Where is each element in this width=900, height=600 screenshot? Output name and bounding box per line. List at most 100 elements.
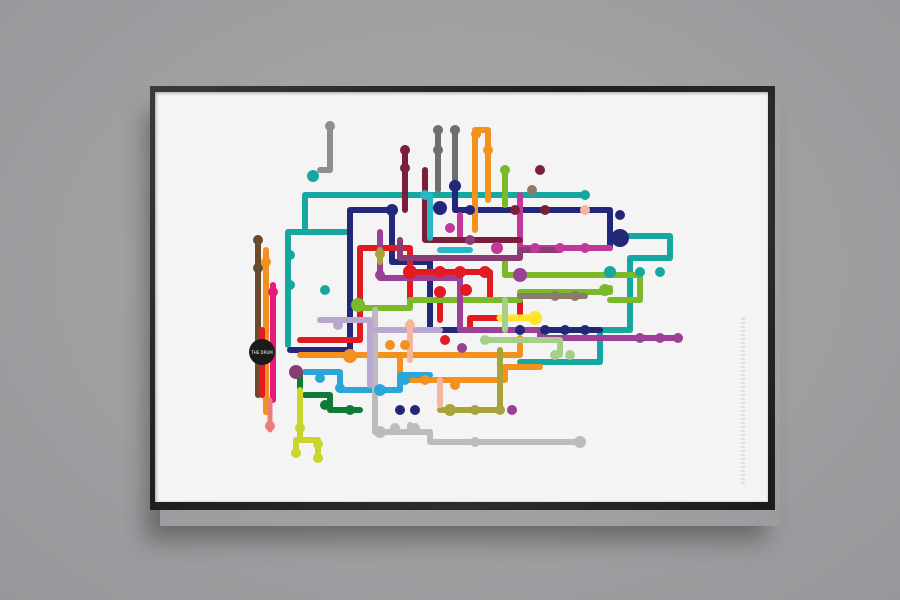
station	[528, 311, 542, 325]
station	[400, 145, 410, 155]
station	[604, 266, 616, 278]
station	[253, 235, 263, 245]
station	[460, 284, 472, 296]
station	[457, 343, 467, 353]
station	[345, 405, 355, 415]
station	[433, 201, 447, 215]
line-grey-2	[407, 422, 433, 435]
station	[295, 423, 305, 433]
station	[385, 340, 395, 350]
station	[479, 266, 491, 278]
station	[570, 291, 580, 301]
line-orange-top	[472, 127, 491, 233]
station	[465, 235, 475, 245]
station	[449, 180, 461, 192]
station	[530, 243, 540, 253]
line-cyan	[427, 192, 473, 253]
station	[313, 439, 323, 449]
station	[253, 263, 263, 273]
station	[374, 384, 386, 396]
station	[580, 205, 590, 215]
station	[386, 204, 398, 216]
station	[491, 242, 503, 254]
station	[400, 375, 410, 385]
station	[465, 205, 475, 215]
station	[450, 380, 460, 390]
station	[375, 249, 385, 259]
station	[390, 423, 400, 433]
station	[510, 205, 520, 215]
station	[335, 383, 345, 393]
station	[470, 405, 480, 415]
hub-station-label: THE DRUM	[250, 350, 273, 355]
station	[599, 284, 611, 296]
station	[580, 325, 590, 335]
station	[454, 266, 466, 278]
station	[445, 223, 455, 233]
hub-station	[249, 339, 275, 365]
station	[325, 121, 335, 131]
station	[535, 165, 545, 175]
station	[515, 325, 525, 335]
station	[285, 280, 295, 290]
station	[513, 268, 527, 282]
station	[673, 333, 683, 343]
station	[434, 266, 446, 278]
station	[291, 448, 301, 458]
station	[410, 423, 420, 433]
station	[265, 421, 275, 431]
station	[550, 291, 560, 301]
station	[565, 350, 575, 360]
station	[285, 250, 295, 260]
station	[580, 190, 590, 200]
station	[313, 453, 323, 463]
station	[471, 129, 481, 139]
station	[405, 320, 415, 330]
station	[400, 163, 410, 173]
line-lightgreen	[487, 297, 563, 358]
station	[268, 287, 278, 297]
station	[440, 335, 450, 345]
station	[527, 185, 537, 195]
station	[315, 373, 325, 383]
line-navy	[287, 207, 603, 353]
station	[470, 437, 480, 447]
station	[420, 190, 430, 200]
station	[540, 205, 550, 215]
station	[433, 145, 443, 155]
line-teal	[285, 192, 588, 348]
station	[635, 333, 645, 343]
station	[560, 325, 570, 335]
station	[420, 375, 430, 385]
station	[351, 298, 365, 312]
station	[635, 267, 645, 277]
station	[333, 320, 343, 330]
station	[480, 335, 490, 345]
station	[580, 243, 590, 253]
station	[483, 145, 493, 155]
line-lavender	[317, 317, 443, 388]
station	[320, 400, 330, 410]
map-stations: THE DRUM	[249, 121, 683, 463]
station	[410, 405, 420, 415]
station	[433, 125, 443, 135]
station	[615, 210, 625, 220]
line-gray-top	[317, 123, 333, 173]
station	[289, 365, 303, 379]
station	[655, 333, 665, 343]
line-peach	[407, 319, 443, 408]
station	[574, 436, 586, 448]
station	[500, 165, 510, 175]
station	[550, 350, 560, 360]
station	[434, 286, 446, 298]
station	[307, 170, 319, 182]
station	[540, 325, 550, 335]
line-darkgrey	[435, 127, 458, 193]
station	[444, 404, 456, 416]
station	[611, 229, 629, 247]
station	[320, 285, 330, 295]
poster-fine-print	[741, 318, 745, 484]
station	[403, 265, 417, 279]
station	[655, 267, 665, 277]
